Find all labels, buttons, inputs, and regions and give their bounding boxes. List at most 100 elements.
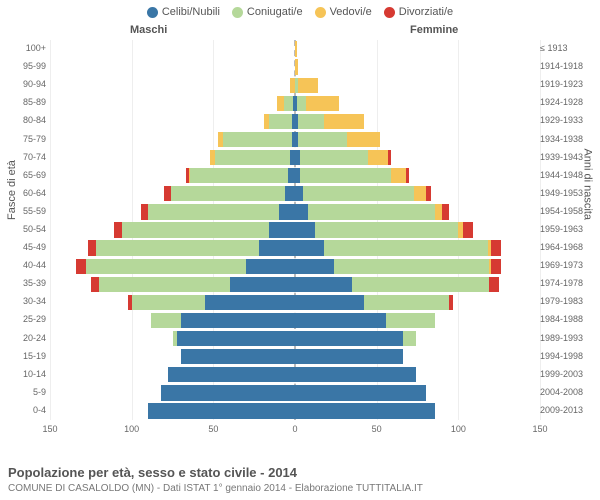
bar-half-femmine — [295, 204, 449, 219]
bar-segment — [426, 186, 431, 201]
bar-segment — [295, 385, 426, 400]
bar-half-femmine — [295, 96, 339, 111]
legend-swatch-coniugati — [232, 7, 243, 18]
bar-half-maschi — [264, 114, 295, 129]
age-label: 20-24 — [10, 334, 46, 343]
bar-segment — [449, 295, 454, 310]
legend-label: Divorziati/e — [399, 6, 453, 18]
bar-segment — [352, 277, 489, 292]
bar-half-maschi — [181, 349, 295, 364]
age-label: 30-34 — [10, 297, 46, 306]
legend-label: Coniugati/e — [247, 6, 303, 18]
bar-segment — [295, 259, 334, 274]
bar-segment — [295, 349, 403, 364]
bar-segment — [298, 78, 318, 93]
chart-subtitle: COMUNE DI CASALOLDO (MN) - Dati ISTAT 1°… — [8, 483, 423, 494]
bar-half-femmine — [295, 222, 473, 237]
bar-half-maschi — [91, 277, 295, 292]
age-label: 45-49 — [10, 243, 46, 252]
col-header-femmine: Femmine — [410, 24, 458, 36]
bar-segment — [300, 150, 369, 165]
age-row: 25-291984-1988 — [50, 313, 540, 328]
bar-half-maschi — [141, 204, 295, 219]
bar-segment — [295, 59, 298, 74]
bar-half-maschi — [173, 331, 295, 346]
bar-half-femmine — [295, 295, 453, 310]
bar-segment — [91, 277, 99, 292]
x-tick: 150 — [42, 424, 57, 434]
bar-half-femmine — [295, 59, 298, 74]
age-row: 15-191994-1998 — [50, 349, 540, 364]
bar-segment — [388, 150, 391, 165]
birth-label: 1974-1978 — [540, 279, 596, 288]
age-label: 60-64 — [10, 189, 46, 198]
bar-segment — [295, 295, 364, 310]
bar-half-maschi — [210, 150, 295, 165]
bar-segment — [284, 96, 294, 111]
bar-segment — [414, 186, 425, 201]
bar-segment — [76, 259, 86, 274]
age-label: 35-39 — [10, 279, 46, 288]
plot: 100+≤ 191395-991914-191890-941919-192385… — [50, 40, 540, 420]
bar-half-maschi — [277, 96, 295, 111]
x-tick: 50 — [208, 424, 218, 434]
age-row: 55-591954-1958 — [50, 204, 540, 219]
bar-half-femmine — [295, 240, 501, 255]
age-label: 95-99 — [10, 62, 46, 71]
bar-segment — [295, 240, 324, 255]
birth-label: 1984-1988 — [540, 315, 596, 324]
bar-half-maschi — [148, 403, 295, 418]
bar-half-femmine — [295, 367, 416, 382]
birth-label: 1969-1973 — [540, 261, 596, 270]
bar-segment — [230, 277, 295, 292]
age-row: 35-391974-1978 — [50, 277, 540, 292]
age-row: 85-891924-1928 — [50, 96, 540, 111]
legend: Celibi/Nubili Coniugati/e Vedovi/e Divor… — [0, 0, 600, 20]
age-row: 60-641949-1953 — [50, 186, 540, 201]
bar-segment — [300, 168, 391, 183]
bar-segment — [295, 41, 297, 56]
bar-segment — [190, 168, 288, 183]
age-row: 65-691944-1948 — [50, 168, 540, 183]
bar-segment — [334, 259, 489, 274]
bar-half-maschi — [161, 385, 295, 400]
age-row: 100+≤ 1913 — [50, 41, 540, 56]
bar-segment — [297, 96, 307, 111]
bar-segment — [285, 186, 295, 201]
bar-segment — [215, 150, 290, 165]
bar-half-femmine — [295, 78, 318, 93]
bar-half-femmine — [295, 331, 416, 346]
age-label: 85-89 — [10, 98, 46, 107]
age-label: 50-54 — [10, 225, 46, 234]
bar-segment — [295, 186, 303, 201]
age-row: 80-841929-1933 — [50, 114, 540, 129]
legend-swatch-divorziati — [384, 7, 395, 18]
age-label: 5-9 — [10, 388, 46, 397]
bar-half-femmine — [295, 277, 499, 292]
age-label: 25-29 — [10, 315, 46, 324]
age-row: 30-341979-1983 — [50, 295, 540, 310]
age-label: 80-84 — [10, 116, 46, 125]
bar-segment — [168, 367, 295, 382]
age-label: 15-19 — [10, 352, 46, 361]
bar-segment — [364, 295, 449, 310]
birth-label: 1934-1938 — [540, 135, 596, 144]
age-row: 40-441969-1973 — [50, 259, 540, 274]
bar-segment — [368, 150, 388, 165]
birth-label: 1979-1983 — [540, 297, 596, 306]
bar-segment — [324, 114, 363, 129]
bar-half-femmine — [295, 168, 409, 183]
bar-segment — [122, 222, 269, 237]
bar-segment — [99, 277, 230, 292]
bar-segment — [295, 313, 386, 328]
x-tick: 100 — [124, 424, 139, 434]
birth-label: 1939-1943 — [540, 153, 596, 162]
bar-segment — [324, 240, 487, 255]
bar-half-maschi — [76, 259, 295, 274]
bar-segment — [132, 295, 206, 310]
birth-label: ≤ 1913 — [540, 44, 596, 53]
birth-label: 1944-1948 — [540, 171, 596, 180]
birth-label: 1919-1923 — [540, 80, 596, 89]
bar-half-maschi — [168, 367, 295, 382]
col-header-maschi: Maschi — [130, 24, 167, 36]
